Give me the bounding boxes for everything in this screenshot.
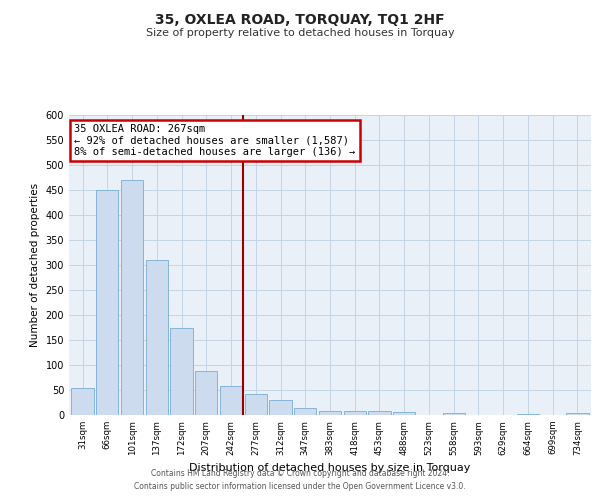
Bar [220,386,242,415]
Bar [146,260,168,415]
Bar [517,414,539,415]
Text: Contains public sector information licensed under the Open Government Licence v3: Contains public sector information licen… [134,482,466,491]
Bar [121,180,143,415]
Bar [344,410,366,415]
Bar [319,411,341,415]
Bar [566,413,589,415]
Bar [269,400,292,415]
Bar [294,408,316,415]
Bar [368,411,391,415]
Text: Size of property relative to detached houses in Torquay: Size of property relative to detached ho… [146,28,454,38]
Bar [96,190,118,415]
Y-axis label: Number of detached properties: Number of detached properties [30,183,40,347]
Text: 35 OXLEA ROAD: 267sqm
← 92% of detached houses are smaller (1,587)
8% of semi-de: 35 OXLEA ROAD: 267sqm ← 92% of detached … [74,124,355,157]
Text: Contains HM Land Registry data © Crown copyright and database right 2024.: Contains HM Land Registry data © Crown c… [151,468,449,477]
Bar [170,328,193,415]
Text: 35, OXLEA ROAD, TORQUAY, TQ1 2HF: 35, OXLEA ROAD, TORQUAY, TQ1 2HF [155,12,445,26]
X-axis label: Distribution of detached houses by size in Torquay: Distribution of detached houses by size … [190,463,470,473]
Bar [71,388,94,415]
Bar [443,413,465,415]
Bar [245,394,267,415]
Bar [195,371,217,415]
Bar [393,412,415,415]
